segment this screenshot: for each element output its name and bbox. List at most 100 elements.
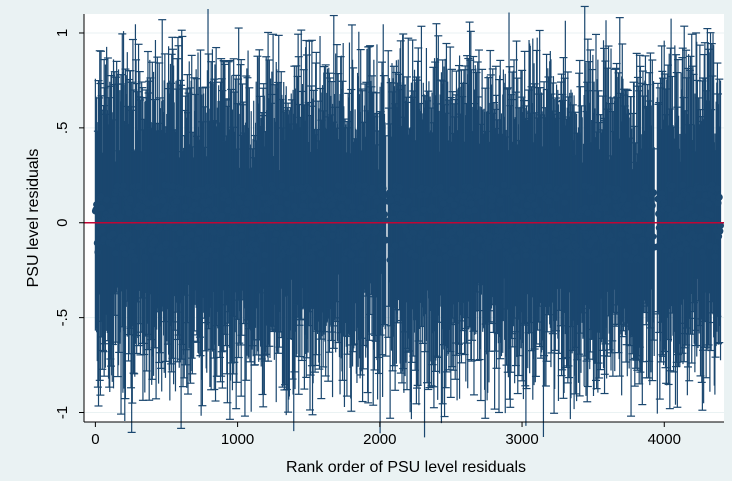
data-point — [449, 185, 457, 193]
data-point — [94, 248, 102, 256]
data-point — [111, 249, 119, 257]
x-tick-label: 0 — [91, 431, 99, 448]
data-point — [317, 209, 325, 217]
data-point — [508, 214, 516, 222]
data-point — [716, 227, 724, 235]
data-point — [519, 224, 527, 232]
data-point — [355, 181, 363, 189]
data-point — [454, 244, 462, 252]
data-point — [468, 232, 476, 240]
data-point — [441, 245, 449, 253]
data-point — [496, 197, 504, 205]
data-point — [566, 189, 574, 197]
data-point — [93, 239, 101, 247]
data-point — [556, 213, 564, 221]
data-point — [544, 197, 552, 205]
data-point — [641, 183, 649, 191]
data-point — [671, 206, 679, 214]
data-point — [683, 246, 691, 254]
data-point — [344, 198, 352, 206]
data-point — [685, 194, 693, 202]
data-point — [320, 201, 328, 209]
data-point — [638, 236, 646, 244]
data-point — [691, 233, 699, 241]
data-point — [404, 197, 412, 205]
data-point — [399, 204, 407, 212]
data-point — [286, 229, 294, 237]
data-point — [289, 243, 297, 251]
data-point — [436, 255, 444, 263]
data-point — [329, 232, 337, 240]
data-point — [372, 228, 380, 236]
data-point — [635, 227, 643, 235]
data-point — [596, 226, 604, 234]
data-point — [535, 184, 543, 192]
data-point — [218, 229, 226, 237]
data-point — [714, 199, 722, 207]
data-point — [202, 251, 210, 259]
data-point — [436, 183, 444, 191]
data-point — [181, 203, 189, 211]
data-point — [583, 252, 591, 260]
data-point — [238, 187, 246, 195]
data-point — [666, 256, 674, 264]
data-point — [409, 186, 417, 194]
data-point — [650, 189, 658, 197]
data-point — [364, 222, 372, 230]
data-point — [370, 208, 378, 216]
data-point — [604, 197, 612, 205]
data-point — [322, 212, 330, 220]
data-point — [145, 215, 153, 223]
data-point — [686, 204, 694, 212]
data-point — [207, 212, 215, 220]
data-point — [526, 209, 534, 217]
data-point — [261, 251, 269, 259]
data-point — [212, 252, 220, 260]
data-point — [139, 242, 147, 250]
data-point — [550, 253, 558, 261]
data-point — [545, 183, 553, 191]
data-point — [241, 256, 249, 264]
data-point — [250, 256, 258, 264]
data-point — [441, 192, 449, 200]
data-point — [368, 189, 376, 197]
data-point — [120, 181, 128, 189]
data-point — [282, 190, 290, 198]
data-point — [337, 203, 345, 211]
data-point — [498, 232, 506, 240]
data-point — [223, 246, 231, 254]
data-point — [416, 191, 424, 199]
data-point — [633, 193, 641, 201]
data-point — [676, 250, 684, 258]
y-tick-label: -.5 — [54, 309, 71, 327]
data-point — [487, 202, 495, 210]
data-point — [195, 228, 203, 236]
data-point — [451, 213, 459, 221]
data-point — [356, 241, 364, 249]
data-point — [108, 241, 116, 249]
data-point — [622, 251, 630, 259]
data-point — [206, 246, 214, 254]
y-tick-label: 1 — [54, 29, 71, 37]
data-point — [717, 221, 725, 229]
data-point — [122, 189, 130, 197]
data-point — [271, 198, 279, 206]
data-point — [511, 205, 519, 213]
data-point — [235, 252, 243, 260]
data-point — [499, 211, 507, 219]
data-point — [275, 188, 283, 196]
data-point — [396, 183, 404, 191]
data-point — [411, 252, 419, 260]
data-point — [679, 234, 687, 242]
data-point — [379, 184, 387, 192]
data-point — [116, 213, 124, 221]
data-point — [178, 189, 186, 197]
data-point — [553, 194, 561, 202]
data-point — [382, 236, 390, 244]
data-point — [218, 212, 226, 220]
data-point — [236, 198, 244, 206]
data-point — [332, 209, 340, 217]
data-point — [211, 206, 219, 214]
data-point — [263, 206, 271, 214]
